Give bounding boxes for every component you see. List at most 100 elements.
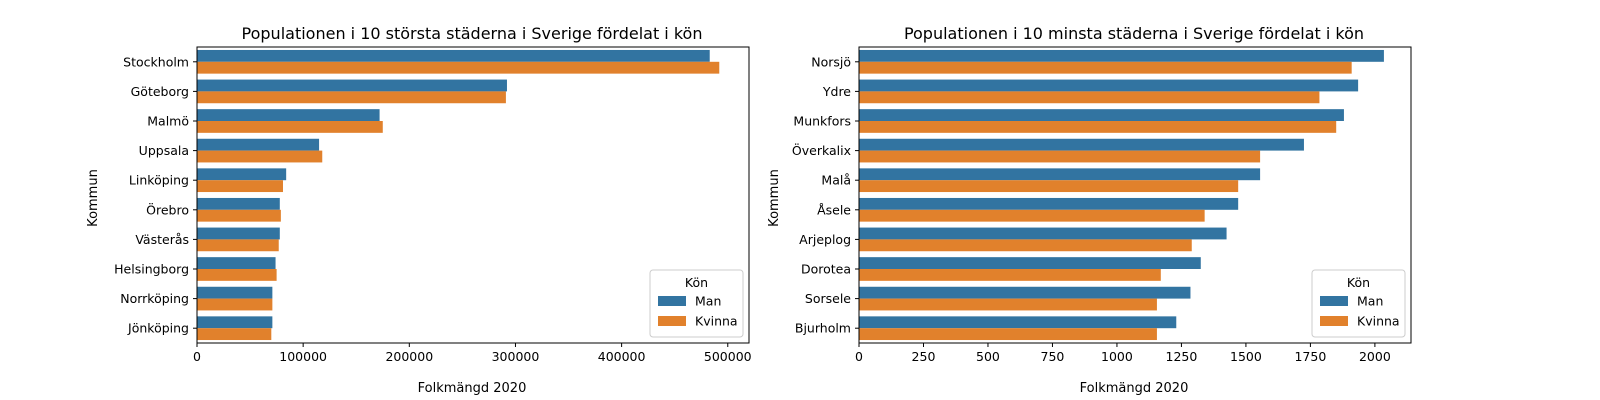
bar-man — [859, 316, 1177, 329]
legend-swatch-kvinna — [1320, 316, 1348, 326]
y-tick-label: Sorsele — [805, 291, 851, 306]
y-tick-label: Åsele — [817, 202, 851, 217]
bar-kvinna — [197, 91, 506, 104]
y-tick-label: Dorotea — [801, 262, 851, 277]
x-axis-label: Folkmängd 2020 — [1080, 381, 1189, 396]
y-tick-label: Arjeplog — [799, 232, 851, 247]
bar-man — [197, 197, 280, 210]
y-tick-label: Örebro — [146, 201, 189, 217]
legend: Kön Man Kvinna — [649, 269, 744, 338]
bar-man — [197, 138, 320, 151]
x-ticks: 0 250 500 750 1000 1250 1500 1750 2000 — [855, 343, 1391, 364]
legend-label-man: Man — [695, 294, 721, 309]
bar-group — [197, 49, 720, 341]
bar-kvinna — [197, 209, 281, 222]
bar-man — [859, 138, 1304, 151]
bar-man — [197, 227, 280, 240]
bar-kvinna — [859, 269, 1161, 281]
x-tick-label: 1500 — [1230, 349, 1262, 364]
y-tick-label: Bjurholm — [795, 321, 851, 336]
x-tick-label: 750 — [1041, 349, 1065, 364]
x-tick-label: 300000 — [492, 349, 540, 364]
y-tick-label: Västerås — [135, 232, 189, 247]
bar-man — [859, 286, 1191, 299]
bar-man — [859, 257, 1201, 269]
bar-man — [197, 316, 273, 329]
bar-man — [197, 286, 273, 299]
x-tick-label: 400000 — [598, 349, 646, 364]
x-tick-label: 250 — [912, 349, 936, 364]
y-tick-label: Jönköping — [127, 321, 189, 336]
x-ticks: 0 100000 200000 300000 400000 500000 — [193, 343, 752, 364]
y-tick-label: Ydre — [822, 84, 851, 99]
chart-title: Populationen i 10 största städerna i Sve… — [242, 24, 703, 43]
bar-kvinna — [859, 121, 1337, 133]
bar-kvinna — [197, 269, 277, 281]
y-tick-label: Göteborg — [131, 84, 189, 99]
bar-kvinna — [197, 121, 383, 133]
plot-frame — [858, 46, 1412, 344]
bar-kvinna — [197, 180, 283, 193]
x-tick-label: 1250 — [1166, 349, 1198, 364]
y-tick-label: Stockholm — [123, 54, 189, 69]
legend-swatch-kvinna — [658, 316, 686, 326]
bar-kvinna — [197, 328, 272, 341]
x-tick-label: 0 — [855, 349, 863, 364]
bar-kvinna — [859, 298, 1157, 311]
legend-swatch-man — [1320, 296, 1348, 306]
legend-swatch-man — [658, 296, 686, 306]
y-axis-label: Kommun — [767, 169, 782, 227]
legend-label-man: Man — [1357, 294, 1383, 309]
y-tick-label: Munkfors — [793, 114, 851, 129]
y-tick-label: Uppsala — [139, 143, 189, 158]
bar-kvinna — [859, 91, 1320, 104]
y-tick-label: Norsjö — [811, 54, 851, 69]
x-tick-label: 2000 — [1359, 349, 1391, 364]
bar-kvinna — [197, 150, 323, 163]
y-tick-label: Malmö — [147, 114, 189, 129]
bar-man — [197, 257, 276, 269]
legend: Kön Man Kvinna — [1311, 269, 1406, 338]
bar-man — [859, 168, 1261, 181]
x-tick-label: 500000 — [704, 349, 752, 364]
legend-title: Kön — [1347, 275, 1370, 290]
bar-man — [197, 168, 287, 181]
legend-title: Kön — [685, 275, 708, 290]
bar-kvinna — [197, 298, 273, 311]
bar-kvinna — [197, 239, 279, 252]
x-tick-label: 100000 — [279, 349, 327, 364]
y-tick-label: Linköping — [129, 173, 189, 188]
bar-man — [859, 49, 1384, 62]
y-axis-label: Kommun — [86, 169, 101, 227]
bar-kvinna — [859, 239, 1192, 252]
bar-man — [197, 49, 710, 62]
x-tick-label: 1000 — [1101, 349, 1133, 364]
bar-kvinna — [197, 61, 720, 74]
x-axis-label: Folkmängd 2020 — [418, 381, 527, 396]
bar-kvinna — [859, 61, 1352, 74]
x-tick-label: 200000 — [385, 349, 433, 364]
bar-man — [197, 79, 507, 92]
bar-man — [859, 109, 1344, 121]
y-tick-label: Överkalix — [792, 142, 851, 158]
bar-man — [859, 79, 1359, 92]
y-tick-label: Malå — [821, 173, 851, 188]
bar-group — [859, 49, 1384, 341]
bar-man — [197, 109, 380, 121]
y-tick-label: Helsingborg — [114, 262, 189, 277]
plot-frame — [196, 46, 750, 344]
bar-kvinna — [859, 180, 1239, 193]
x-tick-label: 1750 — [1294, 349, 1326, 364]
legend-label-kvinna: Kvinna — [1357, 314, 1400, 329]
y-ticks: Stockholm Göteborg Malmö Uppsala Linköping Ör… — [114, 54, 197, 336]
bar-man — [859, 227, 1227, 240]
x-tick-label: 0 — [193, 349, 201, 364]
chart-largest-cities: Populationen i 10 största städerna i Sve… — [86, 24, 752, 396]
bar-kvinna — [859, 209, 1205, 222]
x-tick-label: 500 — [976, 349, 1000, 364]
chart-title: Populationen i 10 minsta städerna i Sver… — [904, 24, 1364, 43]
bar-kvinna — [859, 328, 1157, 341]
y-ticks: Norsjö Ydre Munkfors Överkalix Malå Åsele Arje… — [792, 54, 859, 336]
bar-man — [859, 197, 1239, 210]
